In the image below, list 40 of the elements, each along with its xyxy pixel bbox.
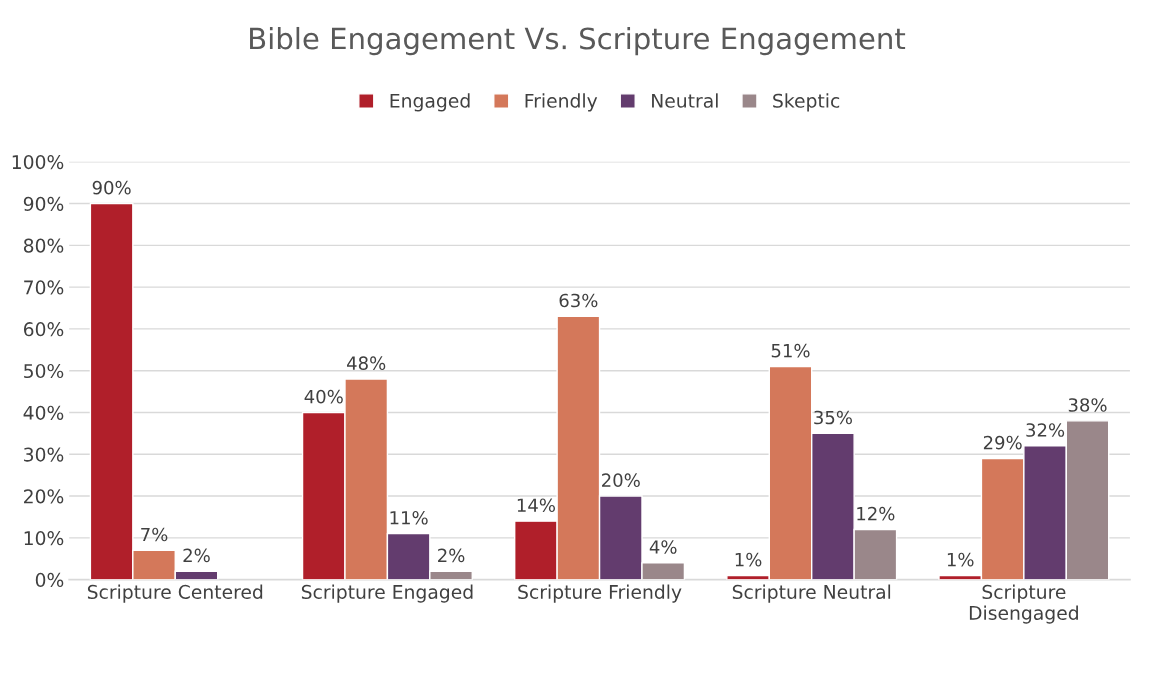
legend-label: Engaged bbox=[390, 93, 470, 112]
data-label: 20% bbox=[602, 473, 640, 488]
data-label: 32% bbox=[1026, 423, 1065, 437]
data-label: 48% bbox=[347, 356, 386, 370]
data-label: 12% bbox=[857, 506, 895, 521]
chart-title: Bible Engagement Vs. Scripture Engagement bbox=[250, 26, 906, 56]
y-tick-label: 30% bbox=[24, 447, 64, 462]
x-tick-label: Scripture Neutral bbox=[732, 584, 891, 603]
data-label: 2% bbox=[183, 548, 210, 563]
data-label: 63% bbox=[559, 293, 598, 308]
legend-label: Friendly bbox=[525, 93, 598, 112]
y-tick-label: 10% bbox=[24, 531, 64, 546]
data-label: 11% bbox=[390, 510, 428, 525]
legend-label: Neutral bbox=[652, 93, 718, 108]
data-label: 2% bbox=[438, 548, 465, 563]
y-tick-label: 60% bbox=[23, 322, 64, 337]
data-label: 14% bbox=[517, 498, 555, 513]
data-label: 29% bbox=[983, 435, 1022, 450]
y-tick-label: 40% bbox=[23, 405, 64, 420]
y-tick-label: 70% bbox=[24, 280, 64, 295]
x-tick-label: Scripture Centered bbox=[87, 584, 263, 603]
data-label: 1% bbox=[735, 552, 762, 567]
data-label: 35% bbox=[814, 410, 852, 425]
data-label: 7% bbox=[141, 527, 168, 542]
x-tick-label: Scripture Friendly bbox=[518, 584, 682, 603]
y-tick-label: 100% bbox=[12, 154, 64, 170]
y-tick-label: 80% bbox=[23, 238, 64, 253]
y-tick-label: 50% bbox=[24, 363, 64, 379]
y-tick-label: 20% bbox=[24, 489, 64, 504]
data-label: 4% bbox=[649, 540, 677, 554]
data-label: 51% bbox=[771, 343, 810, 358]
y-tick-label: 90% bbox=[23, 196, 64, 211]
x-tick-label: Scripture Disengaged bbox=[969, 584, 1078, 624]
legend-label: Skeptic bbox=[773, 93, 840, 112]
data-label: 1% bbox=[947, 552, 974, 567]
x-tick-label: Scripture Engaged bbox=[301, 584, 473, 603]
data-label: 38% bbox=[1068, 398, 1107, 412]
data-label: 90% bbox=[92, 180, 131, 195]
data-label: 40% bbox=[304, 389, 343, 404]
y-tick-label: 0% bbox=[35, 572, 64, 588]
